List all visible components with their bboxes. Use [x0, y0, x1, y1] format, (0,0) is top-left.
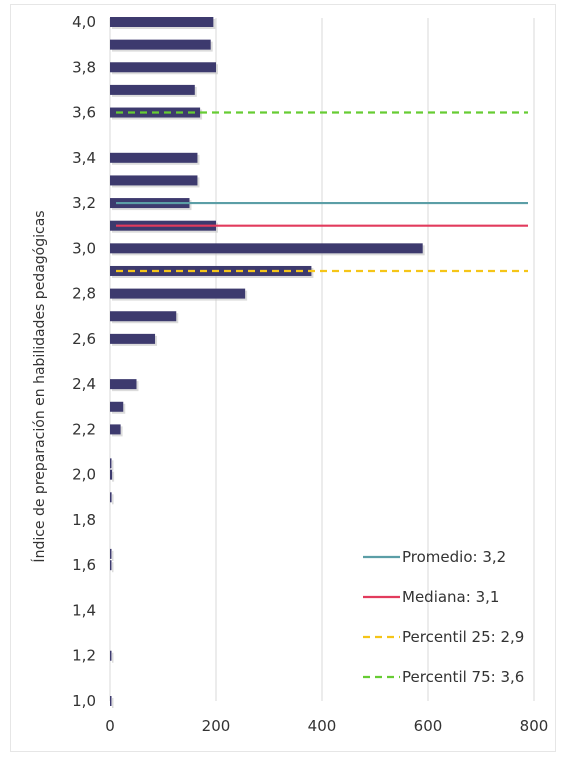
- y-tick-label: 1,6: [72, 556, 96, 574]
- bar-shadow: [112, 494, 114, 505]
- y-tick-label: 3,2: [72, 194, 96, 212]
- y-tick-label: 1,2: [72, 647, 96, 665]
- bar: [110, 424, 121, 435]
- bar: [110, 311, 177, 322]
- bar: [110, 243, 423, 254]
- x-tick-label: 600: [414, 717, 443, 735]
- legend-label: Percentil 25: 2,9: [402, 628, 524, 646]
- bar: [110, 288, 246, 299]
- y-tick-label: 2,8: [72, 285, 96, 303]
- bar: [110, 458, 112, 469]
- x-tick-label: 200: [202, 717, 231, 735]
- legend-label: Mediana: 3,1: [402, 588, 499, 606]
- bar: [110, 492, 112, 503]
- bar-shadow: [112, 698, 114, 708]
- bar-shadow: [112, 562, 114, 573]
- bar-shadow: [112, 652, 114, 663]
- bar: [110, 62, 216, 73]
- bar: [110, 379, 137, 390]
- bar: [110, 39, 211, 50]
- y-tick-label: 1,0: [72, 692, 96, 710]
- x-tick-label: 800: [520, 717, 549, 735]
- bar: [110, 548, 112, 559]
- bar: [110, 696, 112, 706]
- y-tick-label: 3,0: [72, 239, 96, 257]
- y-tick-label: 3,4: [72, 149, 96, 167]
- y-tick-label: 2,2: [72, 420, 96, 438]
- x-tick-label: 0: [105, 717, 115, 735]
- bar: [110, 265, 312, 276]
- bar: [110, 84, 195, 95]
- x-tick-label: 400: [308, 717, 337, 735]
- y-tick-label: 2,6: [72, 330, 96, 348]
- bar: [110, 560, 112, 571]
- y-tick-label: 1,4: [72, 601, 96, 619]
- legend-label: Percentil 75: 3,6: [402, 668, 524, 686]
- bar-shadow: [112, 550, 114, 561]
- chart-frame: [10, 4, 556, 752]
- bar: [110, 175, 198, 186]
- y-axis-label: Índice de preparación en habilidades ped…: [31, 210, 48, 562]
- bar: [110, 333, 156, 344]
- bar: [110, 17, 214, 27]
- y-tick-label: 3,8: [72, 58, 96, 76]
- bar: [110, 401, 124, 412]
- y-tick-label: 1,8: [72, 511, 96, 529]
- y-tick-label: 2,0: [72, 466, 96, 484]
- y-tick-label: 4,0: [72, 13, 96, 31]
- y-tick-label: 2,4: [72, 375, 96, 393]
- bar-shadow: [112, 460, 114, 471]
- y-tick-label: 3,6: [72, 104, 96, 122]
- bar-shadow: [112, 471, 115, 482]
- bar: [110, 469, 113, 480]
- bar: [110, 152, 198, 163]
- bar: [110, 650, 112, 661]
- legend-label: Promedio: 3,2: [402, 548, 506, 566]
